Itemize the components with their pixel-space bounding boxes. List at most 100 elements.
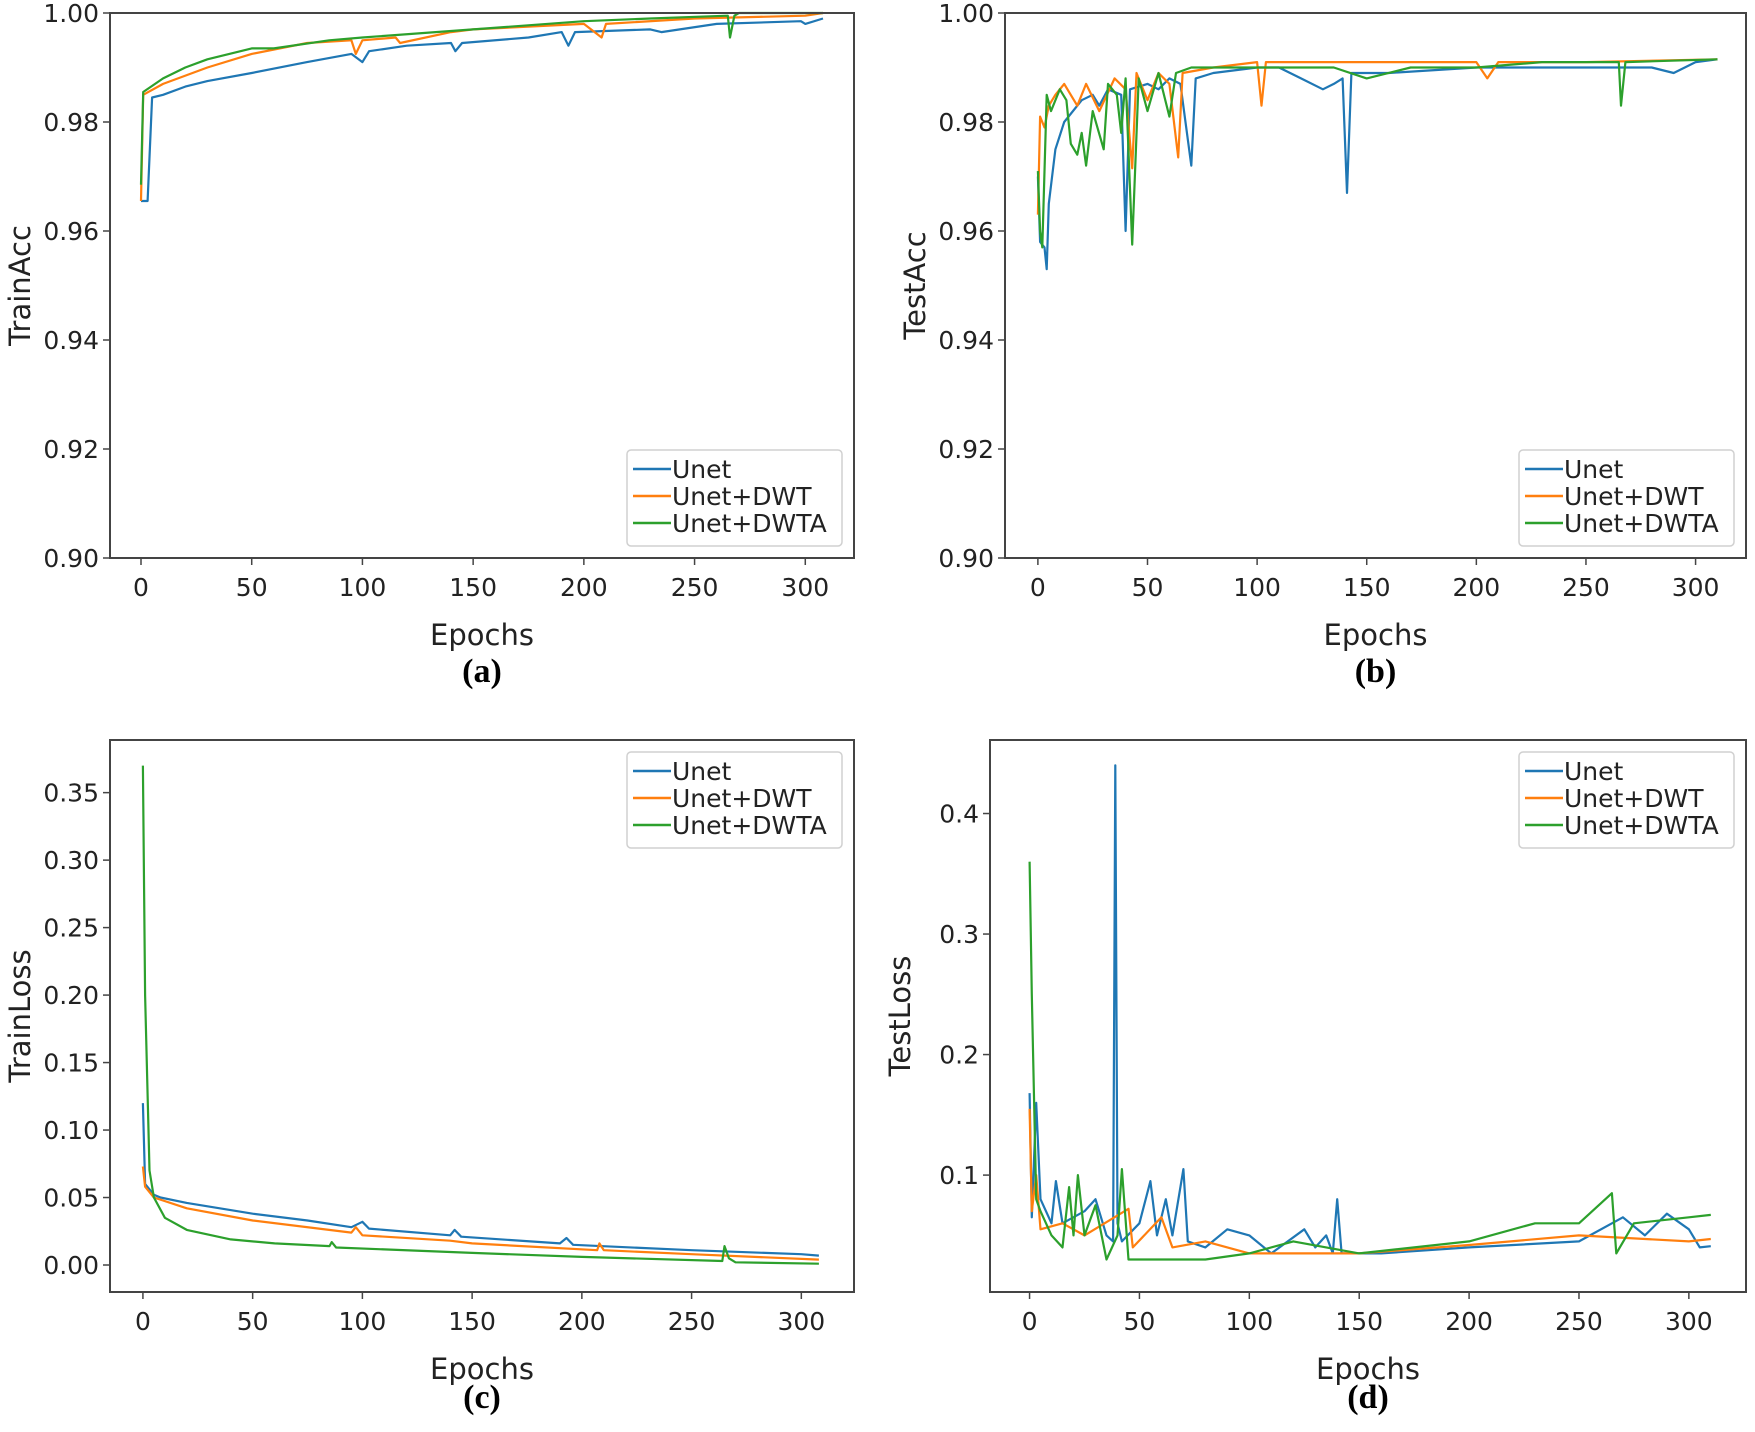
- x-tick-label: 200: [1445, 1307, 1493, 1336]
- series-line-unet: [1036, 58, 1718, 271]
- y-tick-label: 0.1: [939, 1161, 979, 1190]
- y-tick-label: 0.4: [939, 800, 979, 829]
- legend-label: Unet+DWT: [1564, 482, 1704, 511]
- x-axis-label: Epochs: [430, 618, 534, 652]
- x-tick-label: 100: [1233, 573, 1281, 602]
- x-tick-label: 100: [339, 573, 387, 602]
- y-tick-label: 0.35: [43, 779, 99, 808]
- legend-box: [626, 449, 843, 547]
- series-line-unet-dwta: [1036, 58, 1718, 249]
- y-tick-label: 0.94: [43, 326, 99, 355]
- x-tick-label: 100: [1225, 1307, 1273, 1336]
- series-line-unet-dwt: [139, 11, 824, 202]
- x-tick-label: 50: [1132, 573, 1164, 602]
- legend-label: Unet: [1564, 455, 1624, 484]
- legend-box: [1518, 449, 1735, 547]
- y-tick-label: 0.96: [43, 217, 99, 246]
- x-axis-label: Epochs: [1316, 1352, 1420, 1386]
- x-tick-label: 150: [1343, 573, 1391, 602]
- y-tick-label: 0.05: [43, 1184, 99, 1213]
- y-axis-label: TestLoss: [883, 956, 917, 1078]
- axes-frame: [1004, 12, 1747, 559]
- y-axis-label: TrainAcc: [3, 225, 37, 347]
- legend-label: Unet+DWTA: [1564, 509, 1719, 538]
- x-axis-label: Epochs: [1324, 618, 1428, 652]
- series-line-unet: [141, 1103, 819, 1257]
- series-line-unet-dwta: [1028, 861, 1711, 1261]
- y-tick-label: 0.15: [43, 1049, 99, 1078]
- x-tick-label: 150: [1335, 1307, 1383, 1336]
- subplot-c: 0 50 100 150 200 250 300 0.00 0.05 0.10 0.15 0.20 0.…: [3, 739, 855, 1416]
- y-tick-label: 0.92: [938, 435, 994, 464]
- series-line-unet-dwta: [139, 11, 823, 185]
- x-tick-label: 300: [1665, 1307, 1713, 1336]
- x-tick-label: 150: [449, 573, 497, 602]
- legend-label: Unet: [672, 757, 732, 786]
- y-tick-label: 0.3: [939, 920, 979, 949]
- x-tick-label: 250: [1562, 573, 1610, 602]
- y-tick-label: 0.25: [43, 914, 99, 943]
- y-tick-label: 1.00: [43, 0, 99, 28]
- legend-label: Unet+DWTA: [672, 509, 827, 538]
- x-tick-label: 100: [339, 1307, 387, 1336]
- x-tick-label: 0: [135, 1307, 151, 1336]
- x-tick-label: 150: [448, 1307, 496, 1336]
- subplot-a: 0 50 100 150 200 250 300 0.90 0.92 0.94 0.96 0.98 1.…: [3, 0, 855, 690]
- series-line-unet-dwt: [1028, 1108, 1711, 1255]
- y-tick-label: 0.94: [938, 326, 994, 355]
- x-tick-label: 50: [1124, 1307, 1156, 1336]
- subplot-caption: (c): [463, 1379, 501, 1416]
- x-tick-label: 50: [236, 573, 268, 602]
- legend-box: [626, 751, 843, 849]
- axes-frame: [109, 739, 855, 1293]
- y-tick-label: 0.10: [43, 1116, 99, 1145]
- y-tick-label: 0.98: [43, 108, 99, 137]
- y-tick-label: 0.2: [939, 1041, 979, 1070]
- x-tick-label: 200: [560, 573, 608, 602]
- legend-label: Unet+DWT: [1564, 784, 1704, 813]
- x-tick-label: 0: [1022, 1307, 1038, 1336]
- x-tick-label: 250: [1555, 1307, 1603, 1336]
- y-tick-label: 0.96: [938, 217, 994, 246]
- y-tick-label: 0.90: [938, 544, 994, 573]
- series-line-unet-dwt: [141, 1166, 819, 1261]
- subplot-d: 0 50 100 150 200 250 300 0.1 0.2 0.3 0.4 Epochs Test…: [883, 739, 1747, 1416]
- x-tick-label: 250: [668, 1307, 716, 1336]
- x-tick-label: 200: [558, 1307, 606, 1336]
- legend-label: Unet: [1564, 757, 1624, 786]
- y-axis-label: TestAcc: [898, 231, 932, 340]
- x-axis-label: Epochs: [430, 1352, 534, 1386]
- legend-box: [1518, 751, 1735, 849]
- subplot-caption: (b): [1355, 653, 1397, 690]
- series-line-unet: [141, 17, 824, 203]
- legend-label: Unet+DWT: [672, 482, 812, 511]
- y-tick-label: 0.98: [938, 108, 994, 137]
- legend-label: Unet: [672, 455, 732, 484]
- y-tick-label: 0.90: [43, 544, 99, 573]
- y-tick-label: 0.30: [43, 846, 99, 875]
- x-tick-label: 300: [1672, 573, 1720, 602]
- x-tick-label: 0: [133, 573, 149, 602]
- y-tick-label: 0.00: [43, 1251, 99, 1280]
- axes-frame: [109, 12, 855, 559]
- axes-frame: [989, 739, 1747, 1293]
- subplot-caption: (d): [1347, 1379, 1389, 1416]
- series-line-unet-dwta: [141, 765, 819, 1265]
- series-line-unet: [1028, 764, 1711, 1255]
- y-axis-label: TrainLoss: [3, 949, 37, 1083]
- y-tick-label: 0.20: [43, 981, 99, 1010]
- x-tick-label: 300: [777, 1307, 825, 1336]
- subplot-caption: (a): [462, 653, 502, 690]
- legend-label: Unet+DWTA: [672, 811, 827, 840]
- legend-label: Unet+DWT: [672, 784, 812, 813]
- x-tick-label: 250: [671, 573, 719, 602]
- x-tick-label: 50: [237, 1307, 269, 1336]
- y-tick-label: 1.00: [938, 0, 994, 28]
- x-tick-label: 200: [1452, 573, 1500, 602]
- subplot-b: 0 50 100 150 200 250 300 0.90 0.92 0.94 0.96 0.98 1.…: [898, 0, 1747, 690]
- y-tick-label: 0.92: [43, 435, 99, 464]
